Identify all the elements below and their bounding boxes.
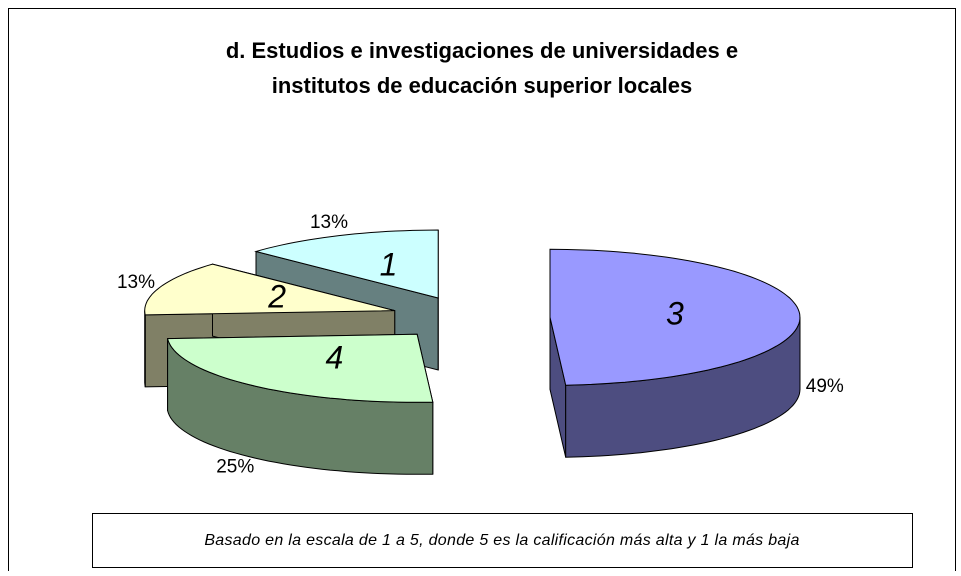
category-label: 3 [666, 296, 684, 332]
chart-title: institutos de educación superior locales [272, 73, 693, 98]
category-label: 4 [326, 339, 344, 375]
note: Basado en la escala de 1 a 5, donde 5 es… [204, 532, 799, 549]
pie-slice: 4 25% [166, 333, 434, 478]
slice-top [254, 229, 439, 299]
pie-slice: 3 49% [549, 248, 844, 458]
slice-top [166, 333, 434, 403]
category-label: 2 [267, 279, 286, 315]
slice-top [549, 248, 801, 386]
chart-title: d. Estudios e investigaciones de univers… [226, 38, 738, 63]
slice-top [144, 263, 395, 316]
value-label: 49% [806, 376, 844, 397]
pie: 1 13% 2 13% 3 49% 4 25% [117, 212, 844, 477]
slice-wall [144, 310, 146, 387]
value-label: 13% [310, 212, 348, 233]
category-label: 1 [380, 246, 398, 282]
value-label: 13% [117, 272, 155, 293]
value-label: 25% [216, 457, 254, 478]
note-box [92, 513, 913, 568]
